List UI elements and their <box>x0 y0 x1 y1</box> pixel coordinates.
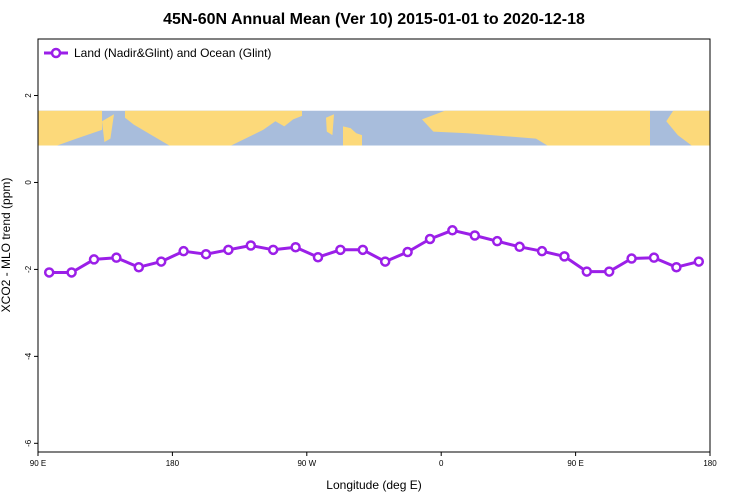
data-point <box>581 266 593 277</box>
y-tick-label: 2 <box>24 93 33 98</box>
x-tick-label: 90 E <box>567 459 583 468</box>
data-point <box>402 246 413 258</box>
data-point <box>290 241 301 253</box>
data-point <box>111 252 122 263</box>
y-axis-label: XCO2 - MLO trend (ppm) <box>0 178 13 313</box>
legend-marker-swatch <box>50 47 62 59</box>
data-point <box>559 251 570 262</box>
x-tick-label: 180 <box>166 459 180 468</box>
data-point <box>693 256 705 267</box>
data-point <box>671 261 682 273</box>
data-point <box>447 225 458 236</box>
y-tick-label: -2 <box>24 265 33 273</box>
data-point <box>379 256 391 267</box>
x-axis-label: Longitude (deg E) <box>326 478 421 492</box>
data-point <box>200 248 212 260</box>
map-land-7 <box>666 110 710 146</box>
map-land-2 <box>102 114 114 142</box>
map-land-5 <box>343 126 362 146</box>
x-axis: 90 E 180 90 W 0 90 E 180 <box>30 452 717 468</box>
map-land-1 <box>38 110 102 146</box>
data-point <box>335 244 346 256</box>
data-point <box>133 261 145 273</box>
data-point <box>267 244 279 256</box>
data-point <box>312 251 324 263</box>
data-point <box>648 252 660 263</box>
y-tick-label: -4 <box>24 352 33 360</box>
x-tick-label: 0 <box>439 459 444 468</box>
plot-frame <box>37 38 711 453</box>
x-tick-label: 90 E <box>30 459 46 468</box>
data-point <box>223 244 234 256</box>
x-tick-label: 180 <box>703 459 717 468</box>
legend-entry: Land (Nadir&Glint) and Ocean (Glint) <box>74 46 271 60</box>
x-tick-label: 90 W <box>297 459 316 468</box>
chart-title: 45N-60N Annual Mean (Ver 10) 2015-01-01 … <box>163 11 585 28</box>
data-point <box>424 233 436 245</box>
series-line-1 <box>49 228 700 274</box>
map-land-3 <box>125 110 302 146</box>
data-point <box>626 253 637 264</box>
y-tick-label: -6 <box>24 439 33 447</box>
data-point <box>245 240 257 251</box>
data-point <box>357 244 369 256</box>
data-point <box>603 266 615 277</box>
data-point <box>514 241 525 253</box>
y-tick-label: 0 <box>24 180 33 185</box>
data-point <box>88 254 100 265</box>
data-point <box>66 267 77 278</box>
legend: Land (Nadir&Glint) and Ocean (Glint) <box>44 46 271 60</box>
data-point <box>491 235 503 247</box>
y-axis: 2 0 -2 -4 -6 <box>24 93 38 447</box>
data-point <box>536 245 548 257</box>
data-point <box>178 245 189 257</box>
data-point <box>469 230 481 241</box>
map-land-4 <box>326 114 334 136</box>
data-point <box>155 256 167 267</box>
series-layer <box>43 225 705 278</box>
map-land-6 <box>422 110 650 146</box>
data-point <box>43 267 55 278</box>
world-map-strip <box>38 110 710 146</box>
